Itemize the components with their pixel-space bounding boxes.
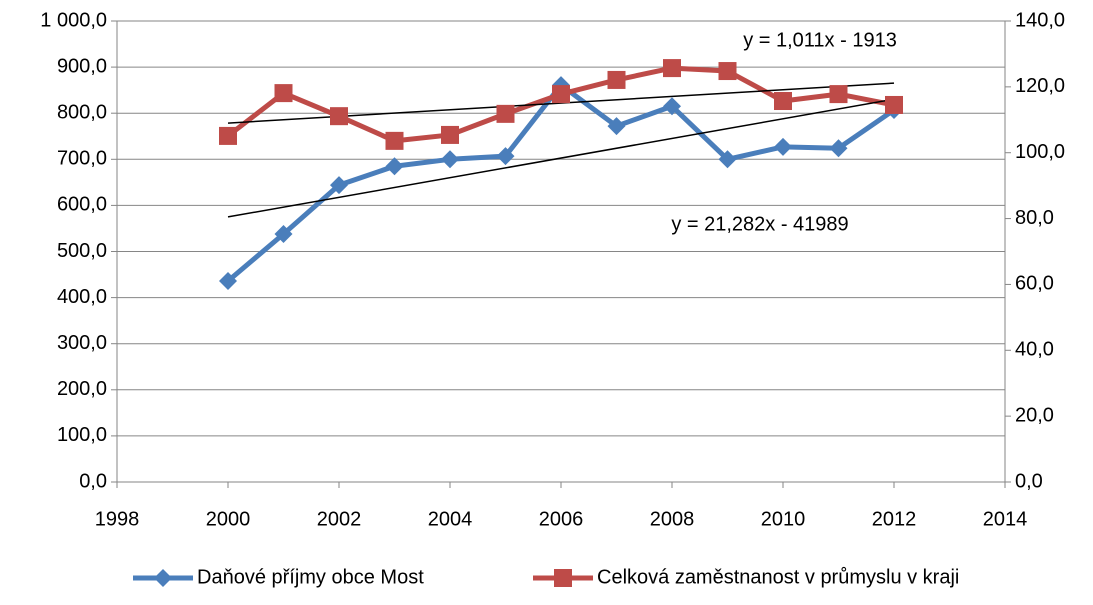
marker — [385, 157, 404, 176]
y-tick-label: 0,0 — [79, 470, 107, 492]
marker — [219, 272, 237, 291]
y-tick-label: 400,0 — [57, 286, 107, 308]
y2-tick-label: 140,0 — [1015, 9, 1065, 31]
x-tick-label: 2014 — [983, 508, 1028, 530]
marker — [663, 59, 681, 78]
marker — [774, 92, 792, 111]
y2-tick-label: 60,0 — [1015, 273, 1054, 295]
marker — [607, 117, 626, 136]
y-tick-label: 500,0 — [57, 240, 107, 262]
marker — [663, 97, 681, 116]
legend-label: Daňové příjmy obce Most — [197, 566, 424, 588]
marker — [496, 147, 515, 166]
x-tick-label: 2004 — [428, 508, 473, 530]
trendline-label: y = 21,282x - 41989 — [671, 213, 848, 235]
marker — [441, 150, 459, 169]
y2-tick-label: 0,0 — [1015, 470, 1043, 492]
y2-tick-label: 40,0 — [1015, 339, 1054, 361]
legend-marker — [154, 569, 172, 587]
y-tick-label: 200,0 — [57, 378, 107, 400]
marker — [552, 85, 570, 104]
marker — [885, 95, 903, 114]
marker — [274, 84, 293, 103]
x-tick-label: 2008 — [650, 508, 695, 530]
x-tick-label: 2010 — [761, 508, 806, 530]
y2-tick-label: 120,0 — [1015, 75, 1065, 97]
x-tick-label: 2000 — [206, 508, 251, 530]
legend-marker — [554, 569, 572, 587]
marker — [774, 137, 792, 156]
y2-tick-label: 100,0 — [1015, 141, 1065, 163]
marker — [829, 139, 848, 158]
x-tick-label: 2012 — [872, 508, 917, 530]
marker — [718, 62, 737, 81]
y2-tick-label: 20,0 — [1015, 404, 1054, 426]
marker — [718, 150, 737, 169]
marker — [829, 85, 848, 104]
x-tick-label: 2002 — [317, 508, 362, 530]
y-tick-label: 300,0 — [57, 332, 107, 354]
legend-label: Celková zaměstnanost v průmyslu v kraji — [597, 566, 959, 588]
y-tick-label: 900,0 — [57, 55, 107, 77]
marker — [441, 125, 459, 144]
marker — [330, 176, 348, 195]
marker — [607, 70, 626, 89]
marker — [219, 126, 237, 145]
x-tick-label: 1998 — [95, 508, 140, 530]
marker — [385, 131, 404, 150]
y-tick-label: 1 000,0 — [40, 9, 107, 31]
y-tick-label: 600,0 — [57, 194, 107, 216]
marker — [496, 104, 515, 123]
marker — [274, 224, 293, 243]
y2-tick-label: 80,0 — [1015, 207, 1054, 229]
x-tick-label: 2006 — [539, 508, 584, 530]
trendline-label: y = 1,011x - 1913 — [743, 29, 897, 51]
trendline — [227, 98, 895, 218]
y-tick-label: 700,0 — [57, 148, 107, 170]
y-tick-label: 100,0 — [57, 424, 107, 446]
marker — [330, 107, 348, 126]
y-tick-label: 800,0 — [57, 101, 107, 123]
